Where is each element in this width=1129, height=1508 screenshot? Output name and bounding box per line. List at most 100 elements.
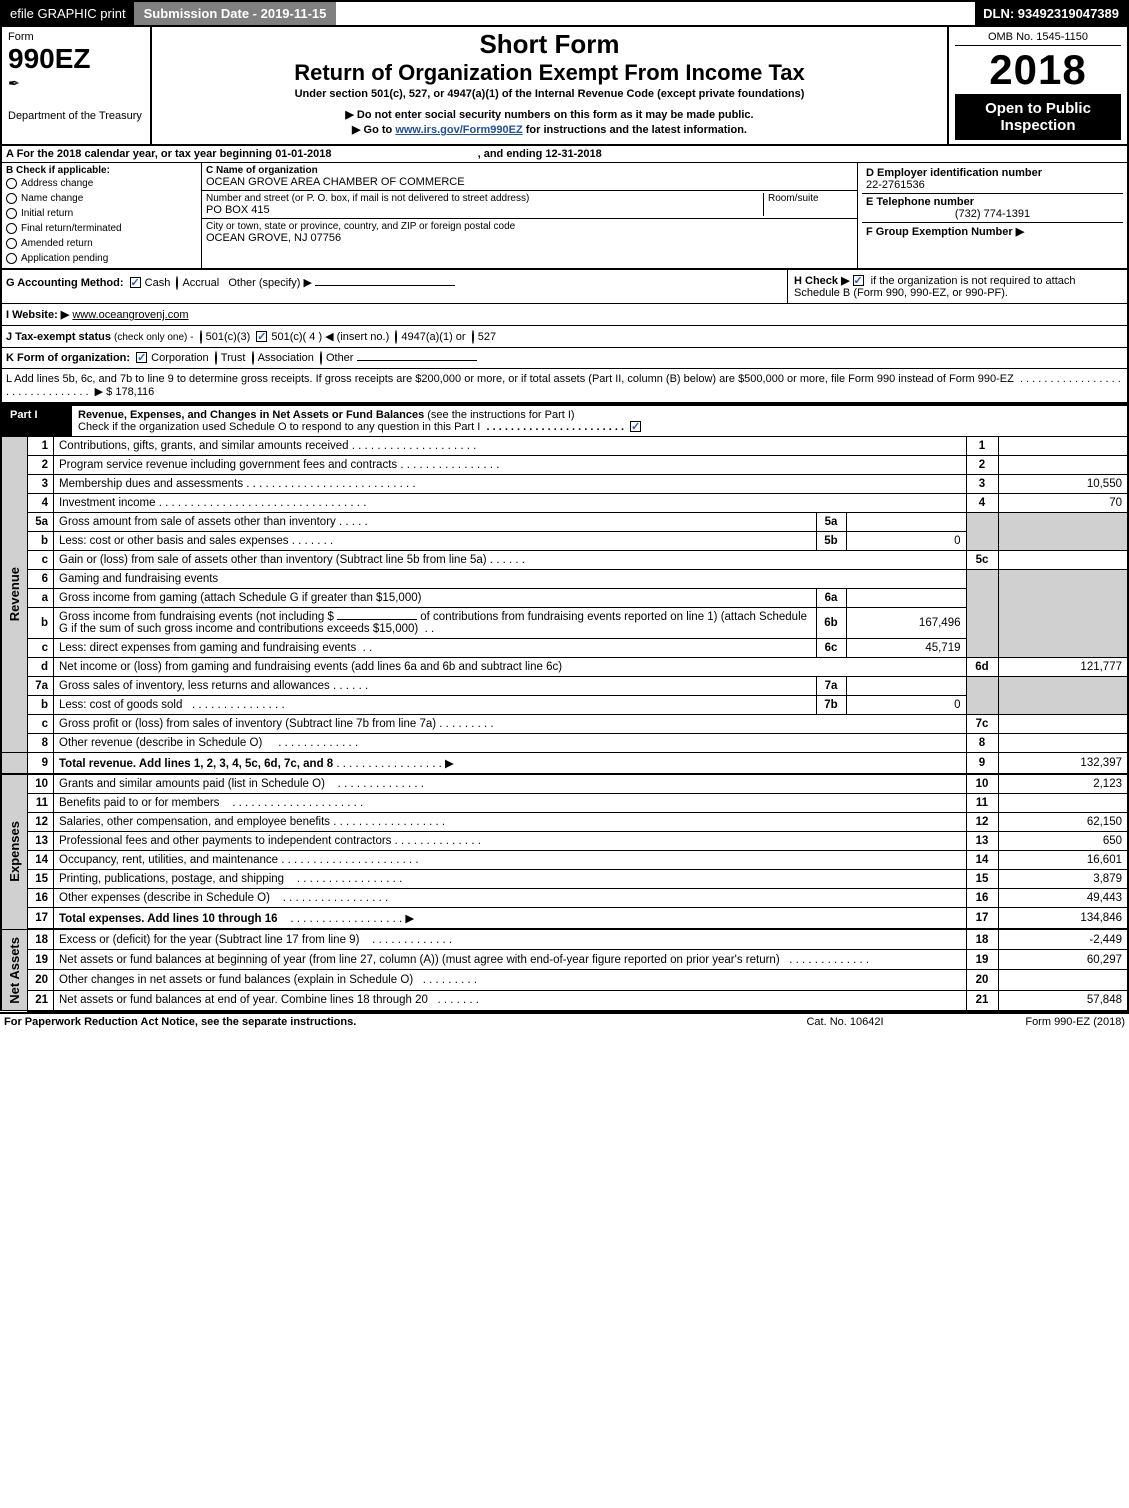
l-amount: ▶ $ 178,116 <box>95 386 155 398</box>
g-label: G Accounting Method: <box>6 277 124 289</box>
line-8-val <box>998 734 1128 753</box>
line-16-val: 49,443 <box>998 889 1128 908</box>
irs-link[interactable]: www.irs.gov/Form990EZ <box>395 124 522 136</box>
b-item-4: Amended return <box>21 238 93 249</box>
k-trust-radio[interactable] <box>215 351 217 365</box>
line-6c-num: c <box>28 639 54 658</box>
line-10-val: 2,123 <box>998 774 1128 794</box>
line-12-desc: Salaries, other compensation, and employ… <box>59 816 330 828</box>
g-other: Other (specify) ▶ <box>228 277 312 289</box>
cash-checkbox[interactable] <box>130 277 141 288</box>
line-6c-mval: 45,719 <box>846 639 966 658</box>
j-1: 501(c)(3) <box>206 331 251 343</box>
line-9-val: 132,397 <box>998 753 1128 775</box>
efile-print-button[interactable]: efile GRAPHIC print <box>2 2 134 25</box>
line-17-val: 134,846 <box>998 908 1128 930</box>
line-2-desc: Program service revenue including govern… <box>59 459 397 471</box>
line-15-num: 15 <box>28 870 54 889</box>
k-assoc-radio[interactable] <box>252 351 254 365</box>
submission-date-button[interactable]: Submission Date - 2019-11-15 <box>134 2 337 25</box>
line-2-num: 2 <box>28 456 54 475</box>
line-7c-desc: Gross profit or (loss) from sales of inv… <box>59 718 436 730</box>
line-5c-num: c <box>28 551 54 570</box>
line-6d-val: 121,777 <box>998 658 1128 677</box>
line-6d-col: 6d <box>966 658 998 677</box>
org-name: OCEAN GROVE AREA CHAMBER OF COMMERCE <box>206 176 853 188</box>
part1-schedule-o-checkbox[interactable] <box>630 421 641 432</box>
line-1-num: 1 <box>28 437 54 456</box>
final-return-radio[interactable] <box>6 223 17 234</box>
line-10-desc: Grants and similar amounts paid (list in… <box>59 778 325 790</box>
j-row: J Tax-exempt status (check only one) - 5… <box>0 326 1129 348</box>
line-6a-mval <box>846 589 966 608</box>
tax-year: 2018 <box>955 46 1121 94</box>
footer: For Paperwork Reduction Act Notice, see … <box>0 1012 1129 1030</box>
accrual-radio[interactable] <box>176 276 178 290</box>
website-value: www.oceangrovenj.com <box>72 309 188 321</box>
line-21-col: 21 <box>966 990 998 1011</box>
i-row: I Website: ▶ www.oceangrovenj.com <box>0 304 1129 326</box>
footer-right: Form 990-EZ (2018) <box>945 1016 1125 1028</box>
topbar: efile GRAPHIC print Submission Date - 20… <box>0 0 1129 27</box>
topbar-spacer <box>336 2 975 25</box>
h-checkbox[interactable] <box>853 275 864 286</box>
line-2-val <box>998 456 1128 475</box>
part1-title-sub: (see the instructions for Part I) <box>427 409 574 421</box>
line-19-col: 19 <box>966 950 998 970</box>
line-6d-desc: Net income or (loss) from gaming and fun… <box>54 658 967 677</box>
k-other-radio[interactable] <box>320 351 322 365</box>
j-4947-radio[interactable] <box>395 330 397 344</box>
line-9-col: 9 <box>966 753 998 775</box>
line-6-num: 6 <box>28 570 54 589</box>
line-6a-desc: Gross income from gaming (attach Schedul… <box>54 589 817 608</box>
application-pending-radio[interactable] <box>6 253 17 264</box>
name-change-radio[interactable] <box>6 193 17 204</box>
line-6c-desc: Less: direct expenses from gaming and fu… <box>59 642 356 654</box>
footer-mid: Cat. No. 10642I <box>745 1016 945 1028</box>
j-501c3-radio[interactable] <box>200 330 202 344</box>
line-5a-desc: Gross amount from sale of assets other t… <box>59 516 336 528</box>
line-1-desc: Contributions, gifts, grants, and simila… <box>59 440 349 452</box>
form-header: Form 990EZ ✒ Department of the Treasury … <box>0 27 1129 146</box>
line-17-desc: Total expenses. Add lines 10 through 16 <box>59 913 278 925</box>
line-19-num: 19 <box>28 950 54 970</box>
j-501c-checkbox[interactable] <box>256 331 267 342</box>
j-4: 527 <box>478 331 496 343</box>
section-a-end: , and ending 12-31-2018 <box>478 148 602 160</box>
footer-left: For Paperwork Reduction Act Notice, see … <box>4 1016 745 1028</box>
amended-return-radio[interactable] <box>6 238 17 249</box>
k-0: Corporation <box>151 352 208 364</box>
line-6d-num: d <box>28 658 54 677</box>
line-7c-col: 7c <box>966 715 998 734</box>
line-14-col: 14 <box>966 851 998 870</box>
g-h-row: G Accounting Method: Cash Accrual Other … <box>0 270 1129 304</box>
line-7c-num: c <box>28 715 54 734</box>
k-row: K Form of organization: Corporation Trus… <box>0 348 1129 369</box>
line-6c-mini: 6c <box>816 639 846 658</box>
line-5b-desc: Less: cost or other basis and sales expe… <box>59 535 289 547</box>
j-527-radio[interactable] <box>472 330 474 344</box>
line-3-num: 3 <box>28 475 54 494</box>
line-15-col: 15 <box>966 870 998 889</box>
notice-goto-post: for instructions and the latest informat… <box>526 124 747 136</box>
omb-number: OMB No. 1545-1150 <box>955 31 1121 46</box>
address-change-radio[interactable] <box>6 178 17 189</box>
line-7b-mini: 7b <box>816 696 846 715</box>
line-3-val: 10,550 <box>998 475 1128 494</box>
line-5a-mval <box>846 513 966 532</box>
line-15-desc: Printing, publications, postage, and shi… <box>59 873 284 885</box>
line-16-desc: Other expenses (describe in Schedule O) <box>59 892 270 904</box>
k-corp-checkbox[interactable] <box>136 352 147 363</box>
line-13-col: 13 <box>966 832 998 851</box>
line-10-col: 10 <box>966 774 998 794</box>
line-21-desc: Net assets or fund balances at end of ye… <box>59 994 428 1006</box>
line-14-desc: Occupancy, rent, utilities, and maintena… <box>59 854 278 866</box>
j-2: 501(c)( 4 ) ◀ (insert no.) <box>271 331 389 343</box>
part1-label: Part I <box>2 406 72 436</box>
line-6b-num: b <box>28 608 54 639</box>
line-20-val <box>998 970 1128 990</box>
dln-label: DLN: 93492319047389 <box>975 2 1127 25</box>
line-18-col: 18 <box>966 929 998 950</box>
initial-return-radio[interactable] <box>6 208 17 219</box>
line-4-col: 4 <box>966 494 998 513</box>
